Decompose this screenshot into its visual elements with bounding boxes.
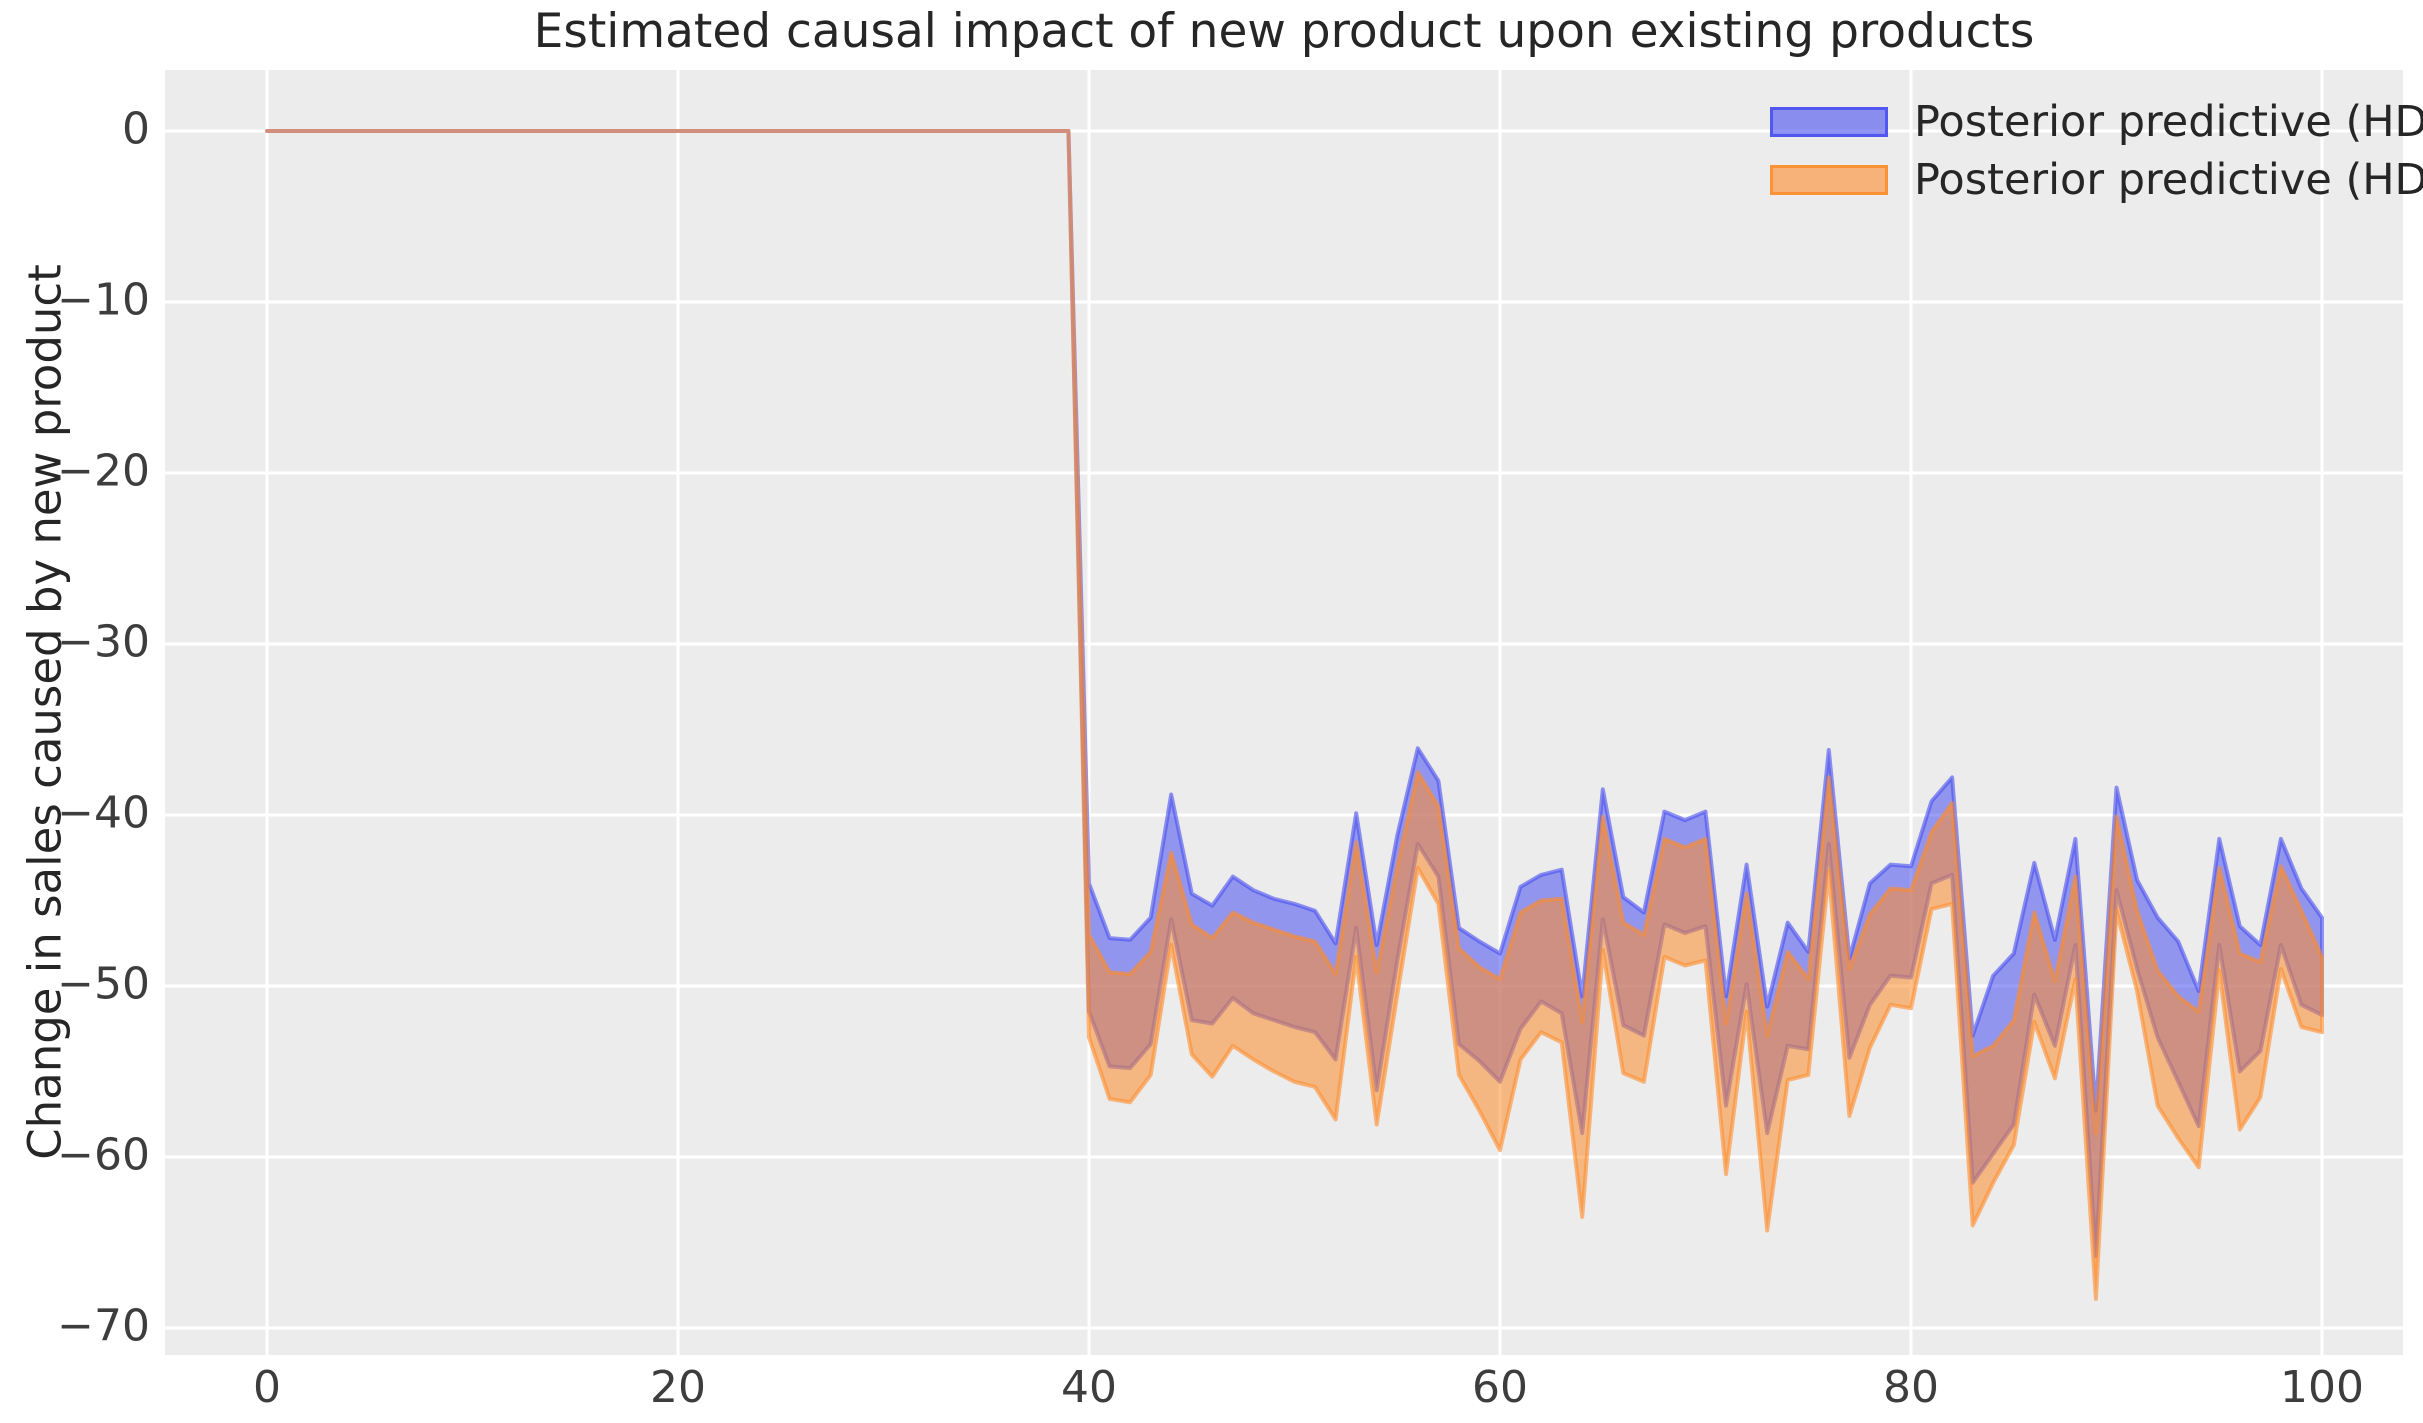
x-tick-label: 40 <box>1061 1362 1117 1413</box>
legend-item-posterior-predictive-blue: Posterior predictive (HDI) <box>1770 97 2423 147</box>
legend: Posterior predictive (HDI) Posterior pre… <box>1770 97 2423 223</box>
legend-swatch-orange <box>1770 165 1888 195</box>
x-tick-label: 0 <box>253 1362 281 1413</box>
y-tick-label: −50 <box>57 958 150 1010</box>
x-tick-label: 60 <box>1472 1362 1528 1413</box>
plot-background <box>165 70 2403 1355</box>
y-axis-label: Change in sales caused by new product <box>18 264 72 1160</box>
y-tick-label: −20 <box>57 445 150 497</box>
hdi-band-orange <box>265 129 2324 1301</box>
y-tick-label: −60 <box>57 1129 150 1181</box>
x-tick-label: 80 <box>1883 1362 1939 1413</box>
legend-label: Posterior predictive (HDI) <box>1914 97 2423 147</box>
y-tick-label: −70 <box>57 1300 150 1352</box>
y-tick-label: −40 <box>57 787 150 839</box>
y-tick-label: −10 <box>57 274 150 326</box>
page-title: Estimated causal impact of new product u… <box>533 4 2035 59</box>
legend-label: Posterior predictive (HDI) <box>1914 155 2423 205</box>
x-tick-label: 100 <box>2280 1362 2364 1413</box>
legend-swatch-blue <box>1770 107 1888 137</box>
x-tick-label: 20 <box>650 1362 706 1413</box>
y-tick-label: 0 <box>122 103 150 155</box>
y-tick-label: −30 <box>57 616 150 668</box>
legend-item-posterior-predictive-orange: Posterior predictive (HDI) <box>1770 155 2423 205</box>
